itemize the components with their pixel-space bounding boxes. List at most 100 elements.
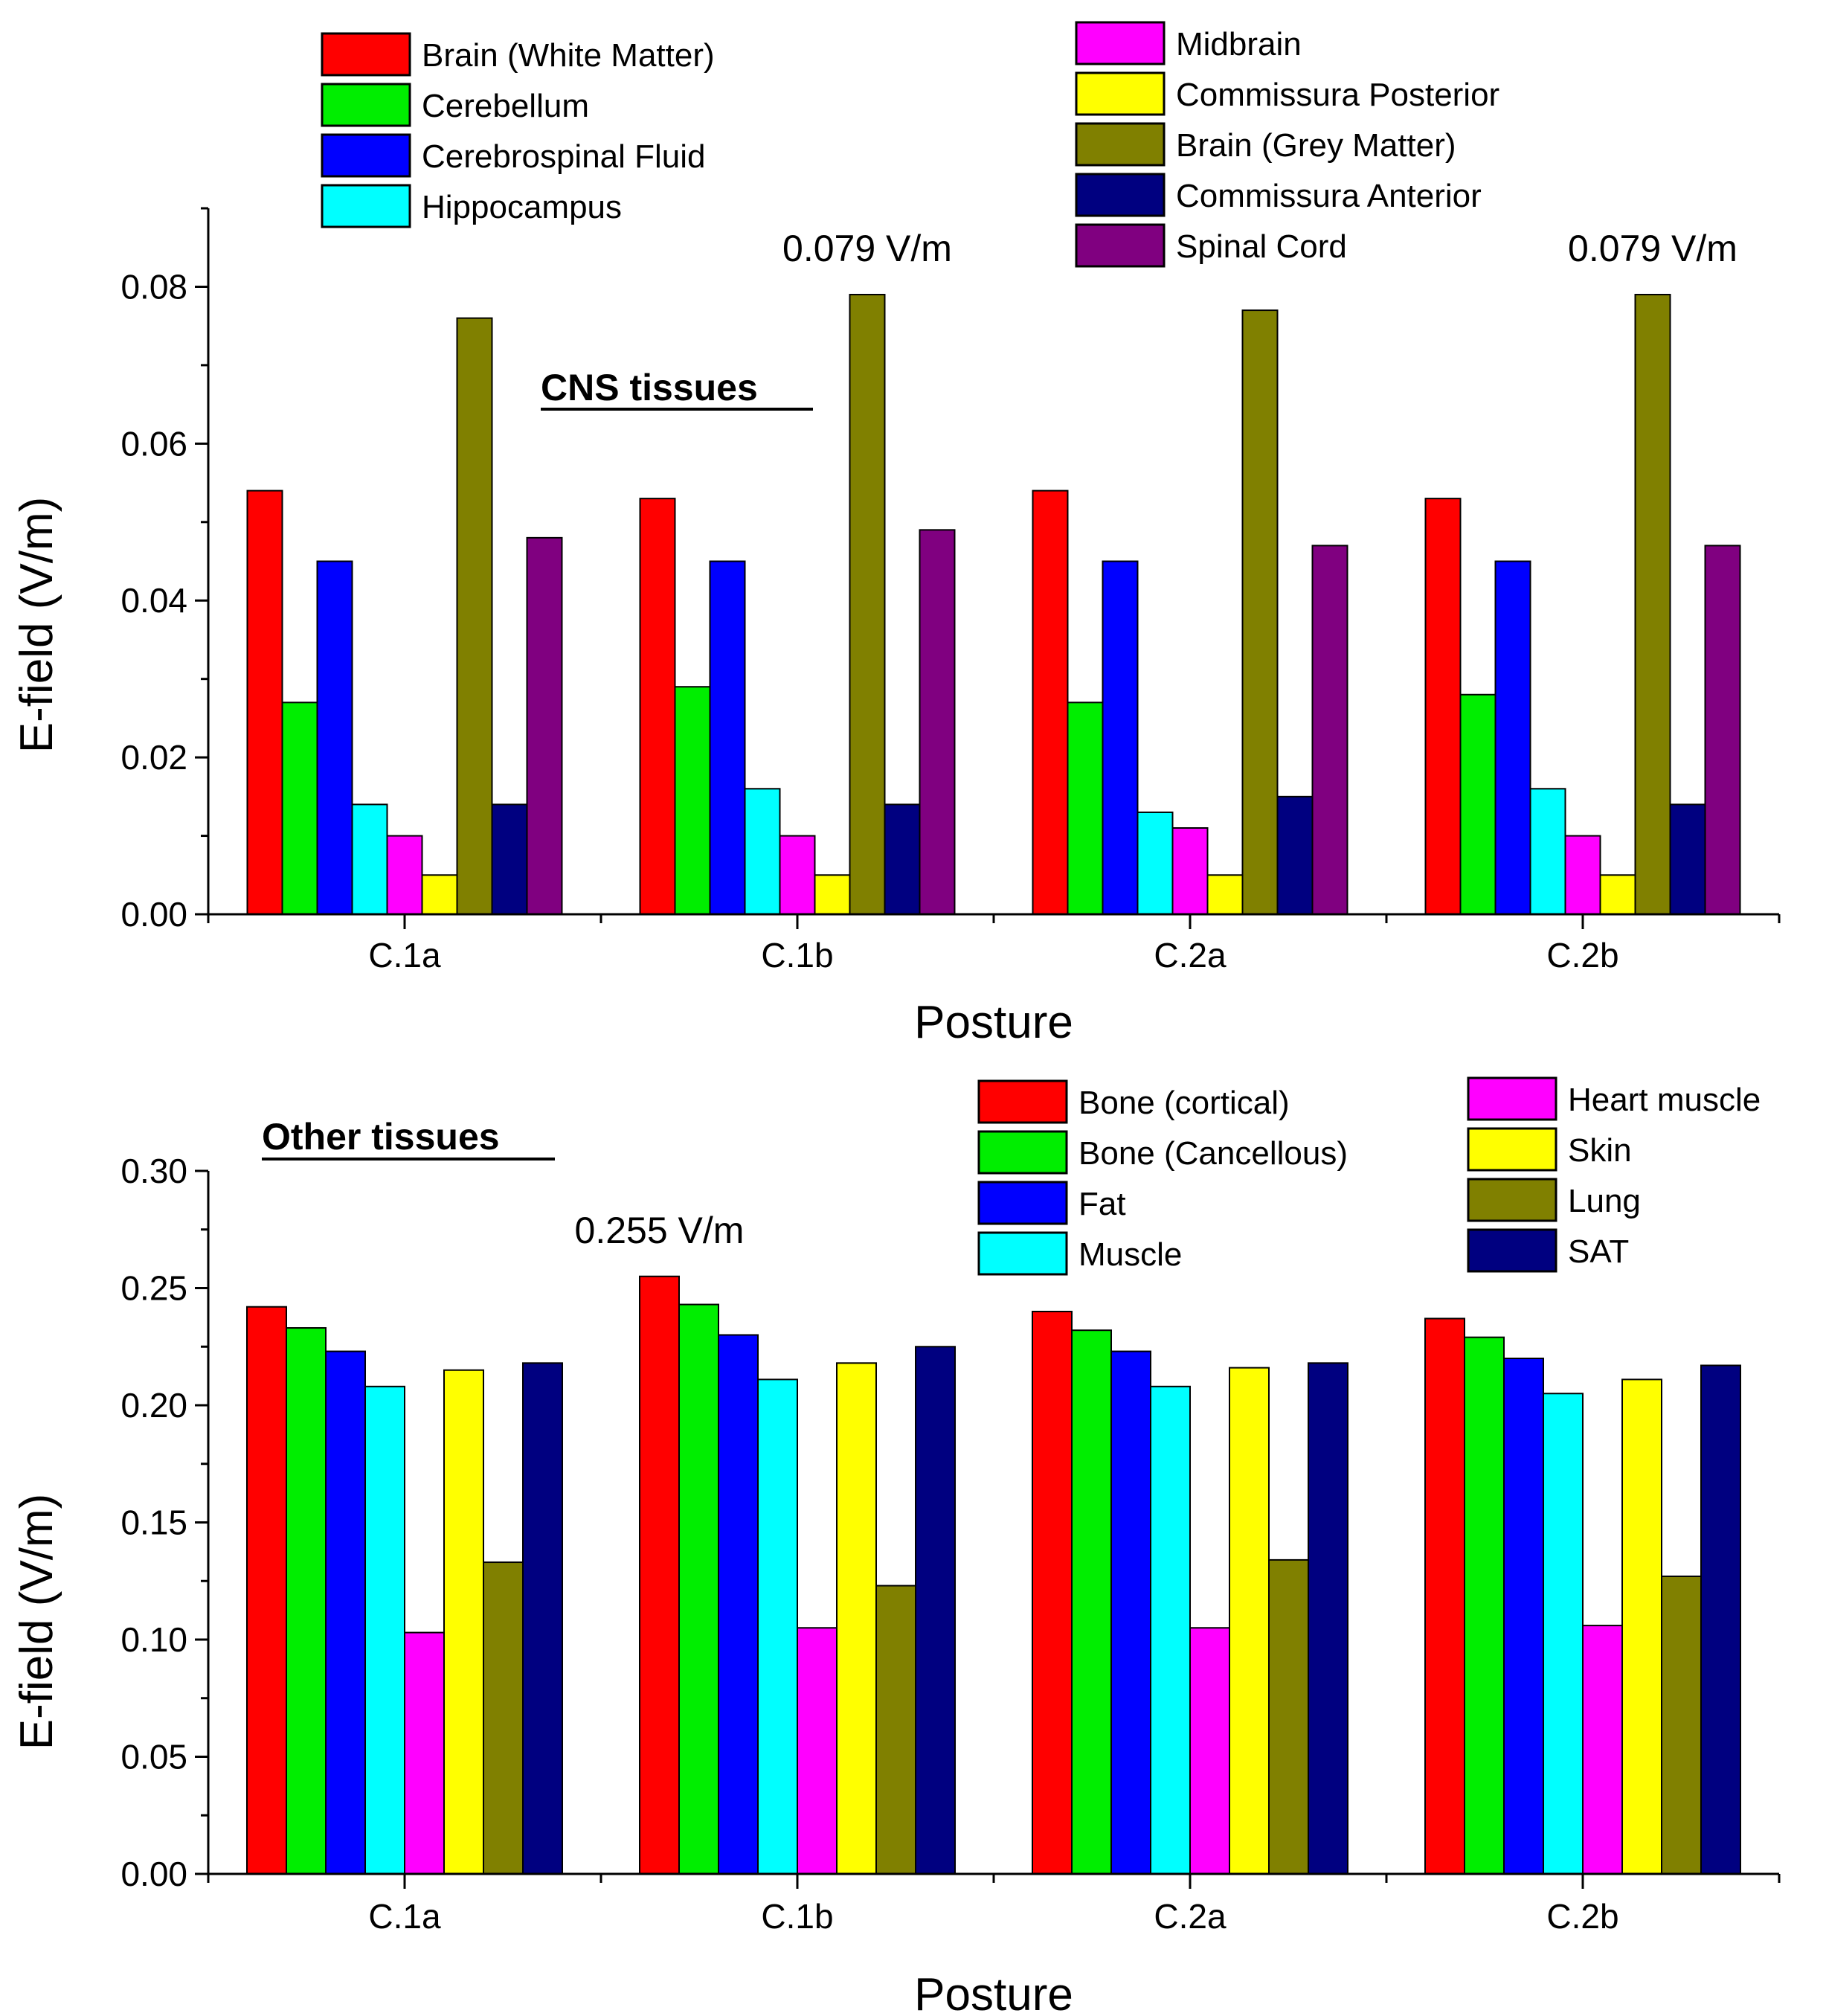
cns-chart-heading: CNS tissues	[541, 367, 758, 408]
cns-bar-cerebrospinal-fluid-c-1b	[709, 560, 746, 915]
cns-legend-label-cerebrospinal-fluid: Cerebrospinal Fluid	[422, 138, 706, 175]
other-bar-heart-muscle-c-2b	[1582, 1625, 1623, 1875]
cns-annotations: 0.079 V/m 0.079 V/m	[782, 228, 1737, 269]
cns-value-annotation: 0.079 V/m	[1568, 228, 1737, 269]
other-bar-sat-c-2a	[1308, 1362, 1348, 1875]
other-bar-muscle-c-2a	[1150, 1385, 1191, 1875]
cns-bar-cerebellum-c-2a	[1067, 702, 1104, 915]
cns-bar-commissura-posterior-c-1a	[421, 874, 458, 916]
cns-bar-brain-grey-matter-c-2a	[1241, 309, 1279, 916]
cns-legend-swatch-cerebrospinal-fluid	[321, 133, 411, 178]
other-bar-sat-c-1a	[522, 1362, 563, 1875]
cns-y-axis-title: E-field (V/m)	[11, 497, 62, 753]
cns-bar-hippocampus-c-2b	[1529, 788, 1566, 916]
cns-bar-spinal-cord-c-2b	[1704, 545, 1741, 916]
cns-bar-cerebrospinal-fluid-c-2b	[1494, 560, 1531, 915]
other-bar-bone-cancellous-c-1a	[286, 1327, 327, 1875]
other-axes: 0.00 0.05 0.10 0.15 0.20 0.25 0.30 C.1a C.1b C.2a…	[120, 1152, 1781, 1936]
other-bar-heart-muscle-c-2a	[1189, 1627, 1230, 1875]
other-bar-lung-c-1a	[483, 1561, 524, 1875]
other-legend-label-fat: Fat	[1078, 1186, 1126, 1222]
other-x-tick-label: C.1a	[368, 1897, 441, 1936]
cns-bar-commissura-posterior-c-2b	[1599, 874, 1636, 916]
cns-y-tick-label: 0.00	[120, 895, 187, 934]
other-bar-heart-muscle-c-1a	[404, 1631, 445, 1875]
cns-bar-cerebellum-c-1a	[281, 702, 318, 915]
cns-y-tick-label: 0.02	[120, 738, 187, 777]
other-bar-fat-c-1a	[325, 1350, 366, 1875]
other-legend-label-lung: Lung	[1568, 1183, 1641, 1219]
cns-legend-label-brain-grey-matter: Brain (Grey Matter)	[1176, 127, 1456, 164]
other-y-tick-label: 0.00	[120, 1855, 187, 1893]
cns-bar-cerebellum-c-1b	[674, 686, 711, 915]
other-bar-lung-c-2a	[1268, 1558, 1309, 1875]
cns-bar-brain-white-matter-c-1b	[639, 498, 676, 915]
cns-bar-midbrain-c-1b	[779, 835, 816, 915]
cns-legend-swatch-cerebellum	[321, 83, 411, 127]
other-legend-swatch-bone-cancellous	[977, 1130, 1068, 1175]
cns-legend-label-brain-white-matter: Brain (White Matter)	[422, 37, 715, 74]
other-y-tick-label: 0.25	[120, 1269, 187, 1308]
cns-tissues-chart: 0.00 0.02 0.04 0.06 0.08 C.1a C.1b C.2a C.2b Bra…	[11, 21, 1781, 1048]
cns-x-tick-label: C.1a	[368, 936, 441, 975]
cns-bar-midbrain-c-2a	[1171, 827, 1209, 915]
other-bar-skin-c-2b	[1621, 1378, 1662, 1875]
other-legend-label-bone-cortical: Bone (cortical)	[1078, 1085, 1290, 1121]
other-bar-lung-c-1b	[875, 1585, 916, 1875]
other-bar-sat-c-2b	[1700, 1364, 1741, 1875]
cns-value-annotation: 0.079 V/m	[782, 228, 952, 269]
cns-legend-label-commissura-posterior: Commissura Posterior	[1176, 77, 1499, 113]
cns-bar-brain-white-matter-c-2a	[1032, 489, 1069, 915]
other-y-tick-label: 0.05	[120, 1738, 187, 1776]
cns-legend-label-commissura-anterior: Commissura Anterior	[1176, 178, 1482, 214]
cns-bar-commissura-anterior-c-2a	[1276, 795, 1314, 916]
other-y-axis-title: E-field (V/m)	[11, 1494, 62, 1750]
other-bar-skin-c-1a	[443, 1369, 484, 1875]
cns-bar-brain-grey-matter-c-1a	[456, 317, 493, 916]
other-y-tick-label: 0.20	[120, 1386, 187, 1425]
cns-legend-swatch-commissura-posterior	[1075, 71, 1166, 116]
other-x-tick-label: C.2a	[1154, 1897, 1227, 1936]
other-bar-bone-cortical-c-2a	[1032, 1311, 1073, 1875]
other-bar-heart-muscle-c-1b	[797, 1627, 838, 1875]
cns-bar-midbrain-c-1a	[386, 835, 423, 915]
cns-x-axis-title: Posture	[914, 997, 1073, 1048]
other-legend-swatch-heart-muscle	[1467, 1076, 1557, 1121]
other-legend-label-heart-muscle: Heart muscle	[1568, 1082, 1761, 1118]
cns-legend-swatch-hippocampus	[321, 184, 411, 228]
cns-bar-midbrain-c-2b	[1564, 835, 1601, 915]
other-legend-label-bone-cancellous: Bone (Cancellous)	[1078, 1135, 1348, 1172]
cns-bar-spinal-cord-c-2a	[1311, 545, 1348, 916]
other-bar-bone-cortical-c-2b	[1424, 1317, 1465, 1875]
other-bar-muscle-c-1b	[757, 1378, 798, 1875]
other-chart-heading: Other tissues	[262, 1116, 500, 1158]
cns-y-tick-label: 0.08	[120, 267, 187, 306]
other-annotations: 0.255 V/m	[575, 1210, 745, 1251]
other-bar-skin-c-2a	[1229, 1367, 1270, 1875]
cns-legend-swatch-commissura-anterior	[1075, 173, 1166, 217]
other-bar-fat-c-2a	[1110, 1350, 1151, 1875]
other-bar-bone-cortical-c-1a	[246, 1306, 287, 1875]
cns-axes: 0.00 0.02 0.04 0.06 0.08 C.1a C.1b C.2a C.2b	[120, 207, 1781, 975]
other-x-tick-label: C.2b	[1546, 1897, 1618, 1936]
cns-x-tick-label: C.2b	[1546, 936, 1618, 975]
other-bar-sat-c-1b	[915, 1346, 956, 1875]
cns-bar-spinal-cord-c-1b	[919, 529, 956, 915]
cns-legend-label-cerebellum: Cerebellum	[422, 88, 589, 124]
cns-legend-label-hippocampus: Hippocampus	[422, 189, 622, 225]
cns-bar-commissura-anterior-c-2b	[1669, 803, 1706, 916]
cns-legend-label-midbrain: Midbrain	[1176, 26, 1302, 62]
cns-bar-commissura-anterior-c-1a	[491, 803, 528, 916]
cns-legend-swatch-midbrain	[1075, 21, 1166, 65]
other-legend-swatch-lung	[1467, 1178, 1557, 1222]
cns-bar-commissura-posterior-c-2a	[1206, 874, 1244, 916]
cns-legend-label-spinal-cord: Spinal Cord	[1176, 228, 1347, 265]
other-legend-swatch-sat	[1467, 1228, 1557, 1273]
cns-bar-cerebellum-c-2b	[1459, 693, 1497, 915]
other-legend-swatch-bone-cortical	[977, 1079, 1068, 1124]
cns-bar-hippocampus-c-1a	[351, 803, 388, 916]
other-x-axis-title: Posture	[914, 1969, 1073, 2016]
cns-legend-swatch-spinal-cord	[1075, 223, 1166, 268]
other-bar-bone-cancellous-c-2b	[1464, 1336, 1505, 1875]
